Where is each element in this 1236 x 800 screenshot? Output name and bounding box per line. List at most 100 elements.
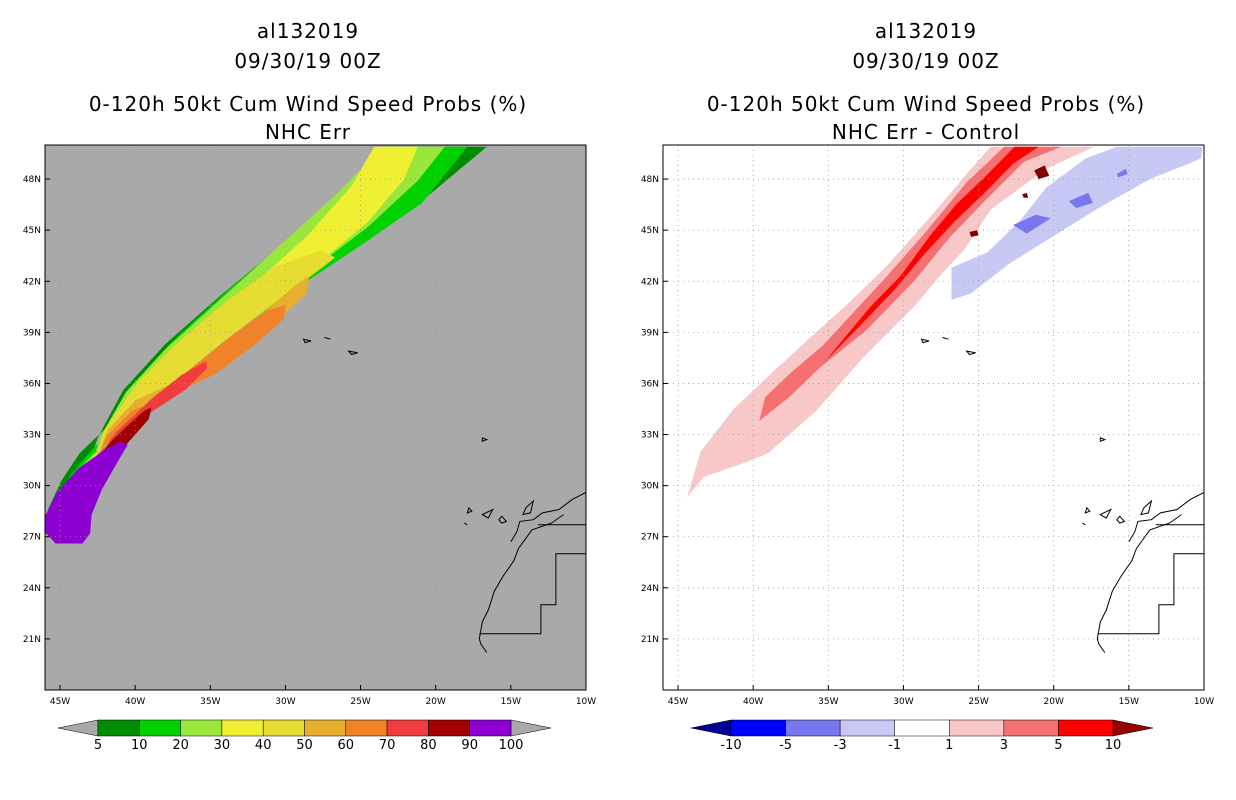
coastline bbox=[478, 514, 564, 639]
colorbar-label: 30 bbox=[214, 738, 231, 753]
colorbar-label: 70 bbox=[379, 738, 396, 753]
right-storm-id: al132019 bbox=[874, 19, 978, 43]
left-chart-title: 0-120h 50kt Cum Wind Speed Probs (%) bbox=[88, 92, 528, 116]
x-tick-label: 25W bbox=[350, 697, 370, 707]
left-storm-id: al132019 bbox=[256, 19, 360, 43]
y-tick-label: 33N bbox=[23, 431, 41, 441]
x-tick-label: 15W bbox=[1119, 697, 1139, 707]
colorbar-left: 5 10 20 30 40 50 60 70 80 90 100 bbox=[57, 719, 552, 753]
coastline bbox=[1096, 514, 1182, 639]
country-border bbox=[1097, 553, 1204, 635]
colorbar-label: 10 bbox=[131, 738, 148, 753]
island-outline bbox=[920, 338, 930, 344]
island-outline bbox=[522, 499, 535, 516]
colorbar-swatch bbox=[785, 719, 841, 737]
coastline bbox=[510, 491, 586, 543]
island-outline bbox=[1099, 437, 1107, 443]
colorbar-label: 80 bbox=[420, 738, 437, 753]
y-tick-label: 30N bbox=[641, 482, 659, 492]
colorbar-label: 50 bbox=[296, 738, 313, 753]
contour-level-30 bbox=[55, 146, 418, 537]
right-chart-title: 0-120h 50kt Cum Wind Speed Probs (%) bbox=[706, 92, 1146, 116]
contour-level-10 bbox=[49, 146, 468, 541]
coastline bbox=[478, 638, 488, 653]
colorbar-label: -3 bbox=[834, 738, 847, 753]
colorbar-label: 60 bbox=[338, 738, 355, 753]
contour-level-60 bbox=[64, 305, 286, 532]
x-tick-label: 30W bbox=[893, 697, 913, 707]
colorbar-swatch bbox=[386, 719, 429, 737]
y-tick-label: 24N bbox=[641, 584, 659, 594]
coastline bbox=[1096, 638, 1106, 653]
contour-level-1 bbox=[687, 146, 1095, 498]
y-tick-label: 39N bbox=[23, 328, 41, 338]
island-outline bbox=[347, 350, 358, 356]
x-tick-label: 45W bbox=[50, 697, 70, 707]
x-tick-label: 40W bbox=[743, 697, 763, 707]
x-tick-label: 25W bbox=[968, 697, 988, 707]
colorbar-label: 10 bbox=[1105, 738, 1122, 753]
colorbar-label: 20 bbox=[172, 738, 189, 753]
colorbar-swatch bbox=[97, 719, 140, 737]
colorbar-label: 1 bbox=[945, 738, 953, 753]
map-panel-left: 45W 40W 35W 30W 25W 20W 15W 10W 21N 24N 27N 30N 33N 3… bbox=[23, 144, 596, 753]
y-tick-label: 45N bbox=[23, 226, 41, 236]
x-tick-label: 10W bbox=[576, 697, 596, 707]
x-tick-label: 45W bbox=[668, 697, 688, 707]
island-outline bbox=[1116, 515, 1126, 524]
colorbar-swatch bbox=[1058, 719, 1114, 737]
colorbar-swatch bbox=[180, 719, 223, 737]
colorbar-right: -10 -5 -3 -1 1 3 5 10 bbox=[690, 719, 1154, 753]
x-tick-label: 20W bbox=[1044, 697, 1064, 707]
colorbar-swatch bbox=[894, 719, 950, 737]
colorbar-swatch bbox=[1003, 719, 1059, 737]
x-tick-label: 15W bbox=[501, 697, 521, 707]
y-tick-label: 27N bbox=[641, 533, 659, 543]
y-tick-label: 36N bbox=[23, 379, 41, 389]
colorbar-label: 90 bbox=[461, 738, 478, 753]
contour-level--1 bbox=[951, 146, 1203, 300]
colorbar-swatch bbox=[428, 719, 470, 737]
island-outline bbox=[481, 437, 489, 443]
y-tick-label: 21N bbox=[641, 635, 659, 645]
coastline bbox=[1128, 491, 1204, 543]
island-outline bbox=[965, 350, 976, 356]
colorbar-end-low bbox=[57, 719, 99, 737]
colorbar-swatch bbox=[839, 719, 895, 737]
contour-level-10 bbox=[1022, 192, 1029, 198]
colorbar-swatch bbox=[221, 719, 264, 737]
y-tick-label: 21N bbox=[23, 635, 41, 645]
contour-level-1 bbox=[756, 419, 776, 443]
island-outline bbox=[1099, 508, 1112, 519]
island-outline bbox=[466, 506, 473, 514]
colorbar-label: 3 bbox=[1000, 738, 1008, 753]
y-tick-label: 39N bbox=[641, 328, 659, 338]
colorbar-end-high bbox=[510, 719, 552, 737]
x-tick-label: 40W bbox=[125, 697, 145, 707]
colorbar-label: 100 bbox=[499, 738, 524, 753]
country-border bbox=[479, 553, 586, 635]
right-chart-subtitle: NHC Err - Control bbox=[831, 120, 1021, 144]
right-datetime: 09/30/19 00Z bbox=[852, 49, 1000, 73]
contour-level--3 bbox=[1116, 168, 1128, 178]
x-tick-label: 30W bbox=[275, 697, 295, 707]
contour-level--3 bbox=[1068, 192, 1093, 208]
x-tick-label: 10W bbox=[1194, 697, 1214, 707]
island-outline bbox=[481, 508, 494, 519]
x-tick-label: 35W bbox=[818, 697, 838, 707]
colorbar-label: -10 bbox=[720, 738, 741, 753]
colorbar-label: 5 bbox=[94, 738, 102, 753]
y-tick-label: 45N bbox=[641, 226, 659, 236]
colorbar-swatch bbox=[469, 719, 512, 737]
contour-level-10 bbox=[969, 230, 979, 237]
map-panel-right: 45W 40W 35W 30W 25W 20W 15W 10W 21N 24N 27N 30N 33N 3… bbox=[641, 144, 1214, 753]
island-outline bbox=[498, 515, 508, 524]
left-datetime: 09/30/19 00Z bbox=[234, 49, 382, 73]
contour-level--3 bbox=[1013, 214, 1051, 234]
island-outline bbox=[1082, 522, 1086, 526]
colorbar-swatch bbox=[262, 719, 305, 737]
island-outline bbox=[464, 522, 468, 526]
contour-level-3 bbox=[759, 146, 1062, 421]
island-outline bbox=[1140, 499, 1153, 516]
